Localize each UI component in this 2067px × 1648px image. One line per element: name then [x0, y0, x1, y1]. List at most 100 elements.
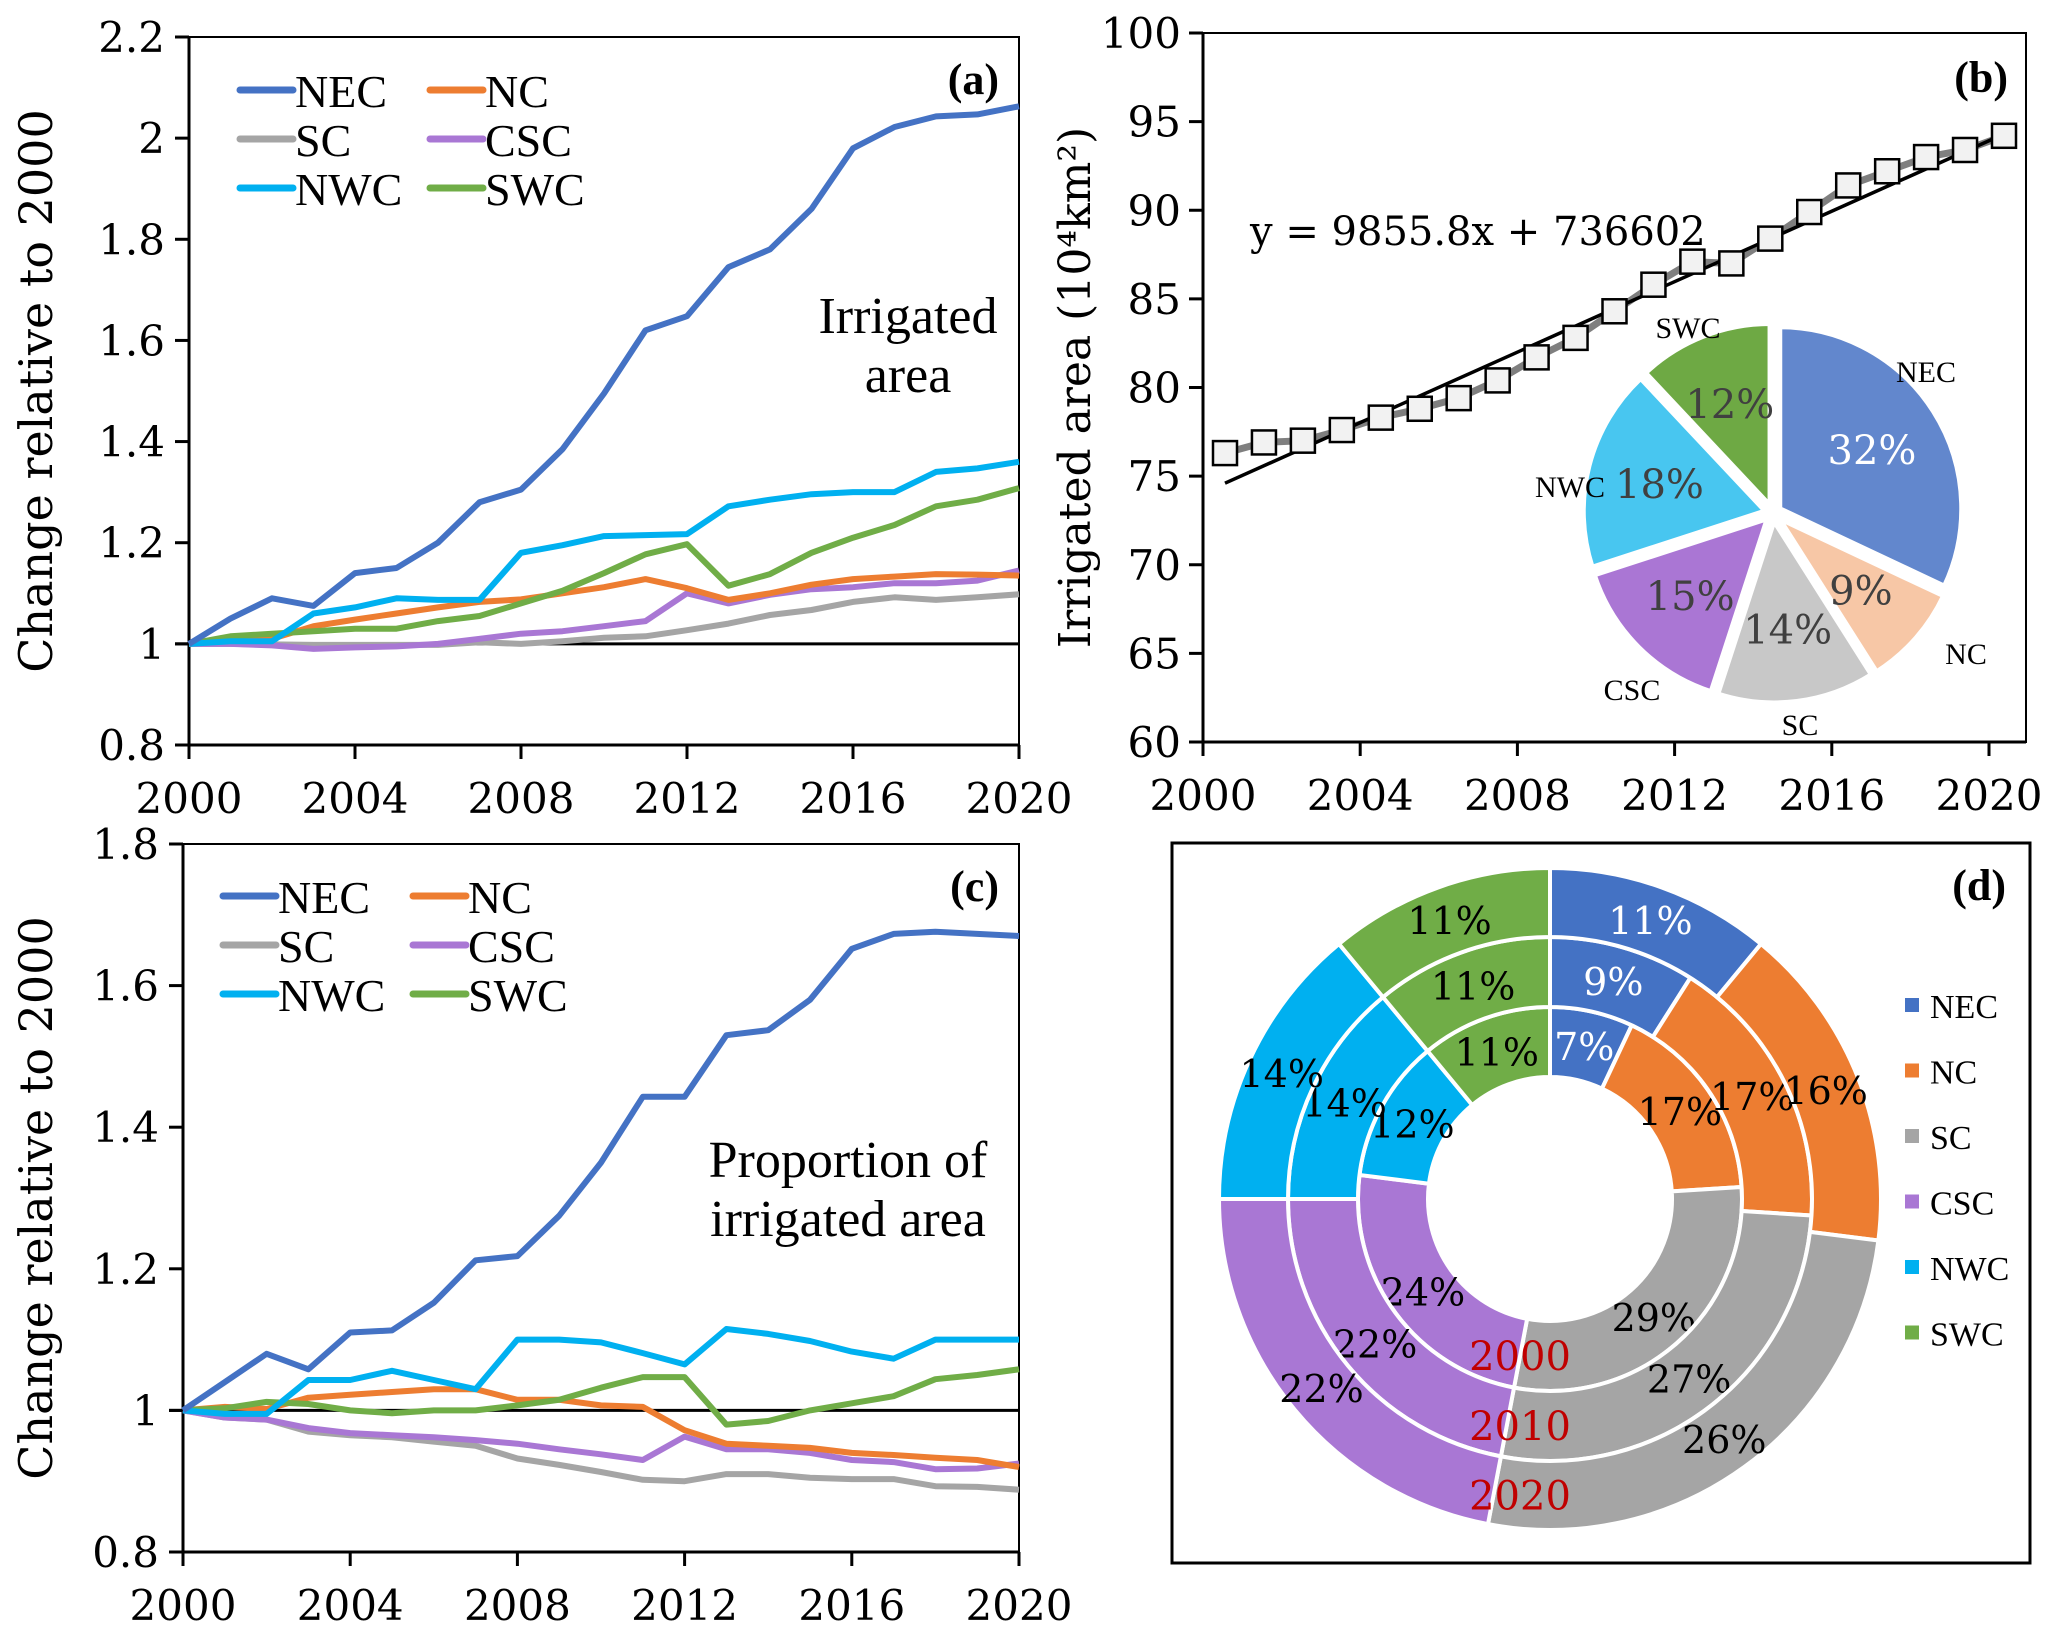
donut-segment-label: 11%	[1407, 899, 1491, 943]
pie-slice-value-label: 14%	[1743, 607, 1832, 653]
data-point-marker	[1601, 298, 1628, 325]
legend-swatch-swc	[1905, 1325, 1919, 1340]
y-tick-label: 1	[138, 620, 165, 669]
legend-label-swc: SWC	[1930, 1317, 2004, 1354]
pie-slice-nec	[1777, 324, 1965, 590]
y-tick-label: 1.4	[92, 1103, 159, 1152]
series-line-sc	[189, 591, 1020, 648]
x-tick-label: 2020	[1936, 771, 2043, 820]
legend-label-csc: CSC	[468, 921, 555, 972]
series-line-sc	[182, 1407, 1020, 1493]
donut-segment-label: 22%	[1279, 1367, 1363, 1411]
x-tick-label: 2012	[634, 774, 741, 823]
legend-label-nec: NEC	[295, 66, 387, 117]
data-point-marker	[1406, 395, 1433, 423]
data-point-marker	[1873, 158, 1901, 185]
data-point-marker	[1484, 367, 1511, 394]
series-line-csc	[189, 567, 1020, 652]
panel-b: 60 65 70 75 80 85 90 95 100 2000 2004 2008 2012 2016 2…	[1050, 9, 2042, 820]
pie-slice-nwc	[1580, 374, 1770, 571]
data-point-marker	[1289, 427, 1317, 454]
legend-label-nc: NC	[468, 872, 532, 923]
pie-slice-value-label: 15%	[1646, 574, 1735, 620]
data-point-marker	[1951, 136, 1979, 164]
legend-swatch-nec	[1905, 998, 1919, 1012]
annotation-text: irrigated area	[710, 1191, 986, 1248]
series-line-nc	[182, 1386, 1020, 1470]
panel-c: 0.8 1 1.2 1.4 1.6 1.8 2000 2004 2008 2012 2016 2020…	[9, 820, 1072, 1630]
panel-label: (c)	[950, 862, 999, 911]
legend-swatch-csc	[1905, 1194, 1919, 1209]
data-point-marker	[1640, 271, 1667, 298]
x-tick-label: 2012	[1621, 771, 1728, 820]
data-point-marker	[1912, 143, 1940, 171]
pie-slice-nc	[1772, 512, 1948, 676]
x-tick-label: 2000	[136, 774, 243, 823]
x-tick-label: 2016	[1778, 771, 1885, 820]
data-point-marker	[1523, 344, 1550, 371]
y-tick-label: 1.6	[98, 316, 165, 365]
ring-year-label: 2020	[1469, 1474, 1571, 1520]
y-tick-label: 1.2	[98, 519, 165, 568]
pie-slice-value-label: 12%	[1685, 382, 1774, 428]
legend-swatch-sc	[1905, 1129, 1919, 1143]
legend-label-nwc: NWC	[1930, 1251, 2009, 1288]
pie-slice-sc	[1714, 515, 1875, 706]
donut-segment-label: 14%	[1239, 1052, 1323, 1096]
data-point-marker	[1328, 416, 1356, 444]
donut-segment-label: 11%	[1455, 1030, 1539, 1074]
legend-label-csc: CSC	[485, 115, 572, 166]
series-line-nec	[187, 103, 1020, 647]
x-tick-label: 2008	[1464, 771, 1571, 820]
y-axis-label: Change relative to 2000	[9, 109, 63, 672]
donut-segment-label: 16%	[1783, 1069, 1867, 1113]
legend-label-csc: CSC	[1930, 1186, 1994, 1223]
x-tick-label: 2000	[130, 1581, 237, 1630]
y-tick-label: 1.6	[92, 962, 159, 1011]
panel-d: 7%17%29%24%12%11%20009%17%27%22%14%11%20…	[1170, 841, 2032, 1565]
y-tick-label: 60	[1128, 718, 1181, 767]
y-tick-label: 1.8	[98, 215, 165, 264]
donut-segment-label: 14%	[1302, 1081, 1386, 1125]
x-tick-label: 2020	[966, 1581, 1073, 1630]
donut-segment-label: 27%	[1647, 1357, 1731, 1401]
y-axis-label: Change relative to 2000	[9, 916, 63, 1479]
donut-segment-label: 24%	[1381, 1270, 1465, 1314]
y-tick-label: 100	[1101, 9, 1181, 58]
series-line-nec	[181, 928, 1020, 1413]
y-tick-label: 65	[1128, 629, 1181, 678]
pie-category-label: SC	[1782, 709, 1819, 742]
donut-segment-label: 22%	[1333, 1323, 1417, 1367]
ring-year-label: 2000	[1469, 1334, 1571, 1380]
y-tick-label: 1.8	[92, 820, 159, 869]
y-tick-label: 1.4	[98, 418, 165, 467]
x-tick-label: 2008	[464, 1581, 571, 1630]
y-axis-label: Irrigated area (10⁴km²)	[1050, 127, 1101, 648]
x-tick-label: 2016	[798, 1581, 905, 1630]
series-line-swc	[182, 1366, 1020, 1428]
regression-equation: y = 9855.8x + 736602	[1249, 209, 1706, 255]
legend-label-nec: NEC	[1930, 989, 1998, 1026]
series-line-nwc	[182, 1326, 1019, 1417]
donut-segment-label: 17%	[1638, 1090, 1722, 1134]
data-point-marker	[1990, 122, 2018, 150]
y-tick-label: 80	[1128, 364, 1181, 413]
x-tick-label: 2020	[966, 774, 1073, 823]
donut-segment-label: 12%	[1370, 1102, 1454, 1146]
y-tick-label: 0.8	[92, 1528, 159, 1577]
data-point-marker	[1211, 439, 1239, 467]
data-point-marker	[1250, 429, 1278, 456]
annotation-text: area	[865, 347, 952, 404]
y-tick-label: 75	[1128, 452, 1181, 501]
y-tick-label: 2.2	[98, 13, 165, 62]
panel-a: 0.8 1 1.2 1.4 1.6 1.8 2 2.2 2000 2004 2008 2012 2016…	[9, 13, 1072, 823]
legend-label-nec: NEC	[278, 872, 370, 923]
x-tick-label: 2016	[800, 774, 907, 823]
legend-label-sc: SC	[295, 115, 351, 166]
data-point-marker	[1445, 384, 1472, 412]
y-tick-label: 90	[1128, 186, 1181, 235]
legend-swatch-nc	[1905, 1063, 1919, 1078]
y-tick-label: 1	[132, 1386, 159, 1435]
pie-category-label: NEC	[1896, 356, 1956, 389]
x-tick-label: 2004	[302, 774, 409, 823]
